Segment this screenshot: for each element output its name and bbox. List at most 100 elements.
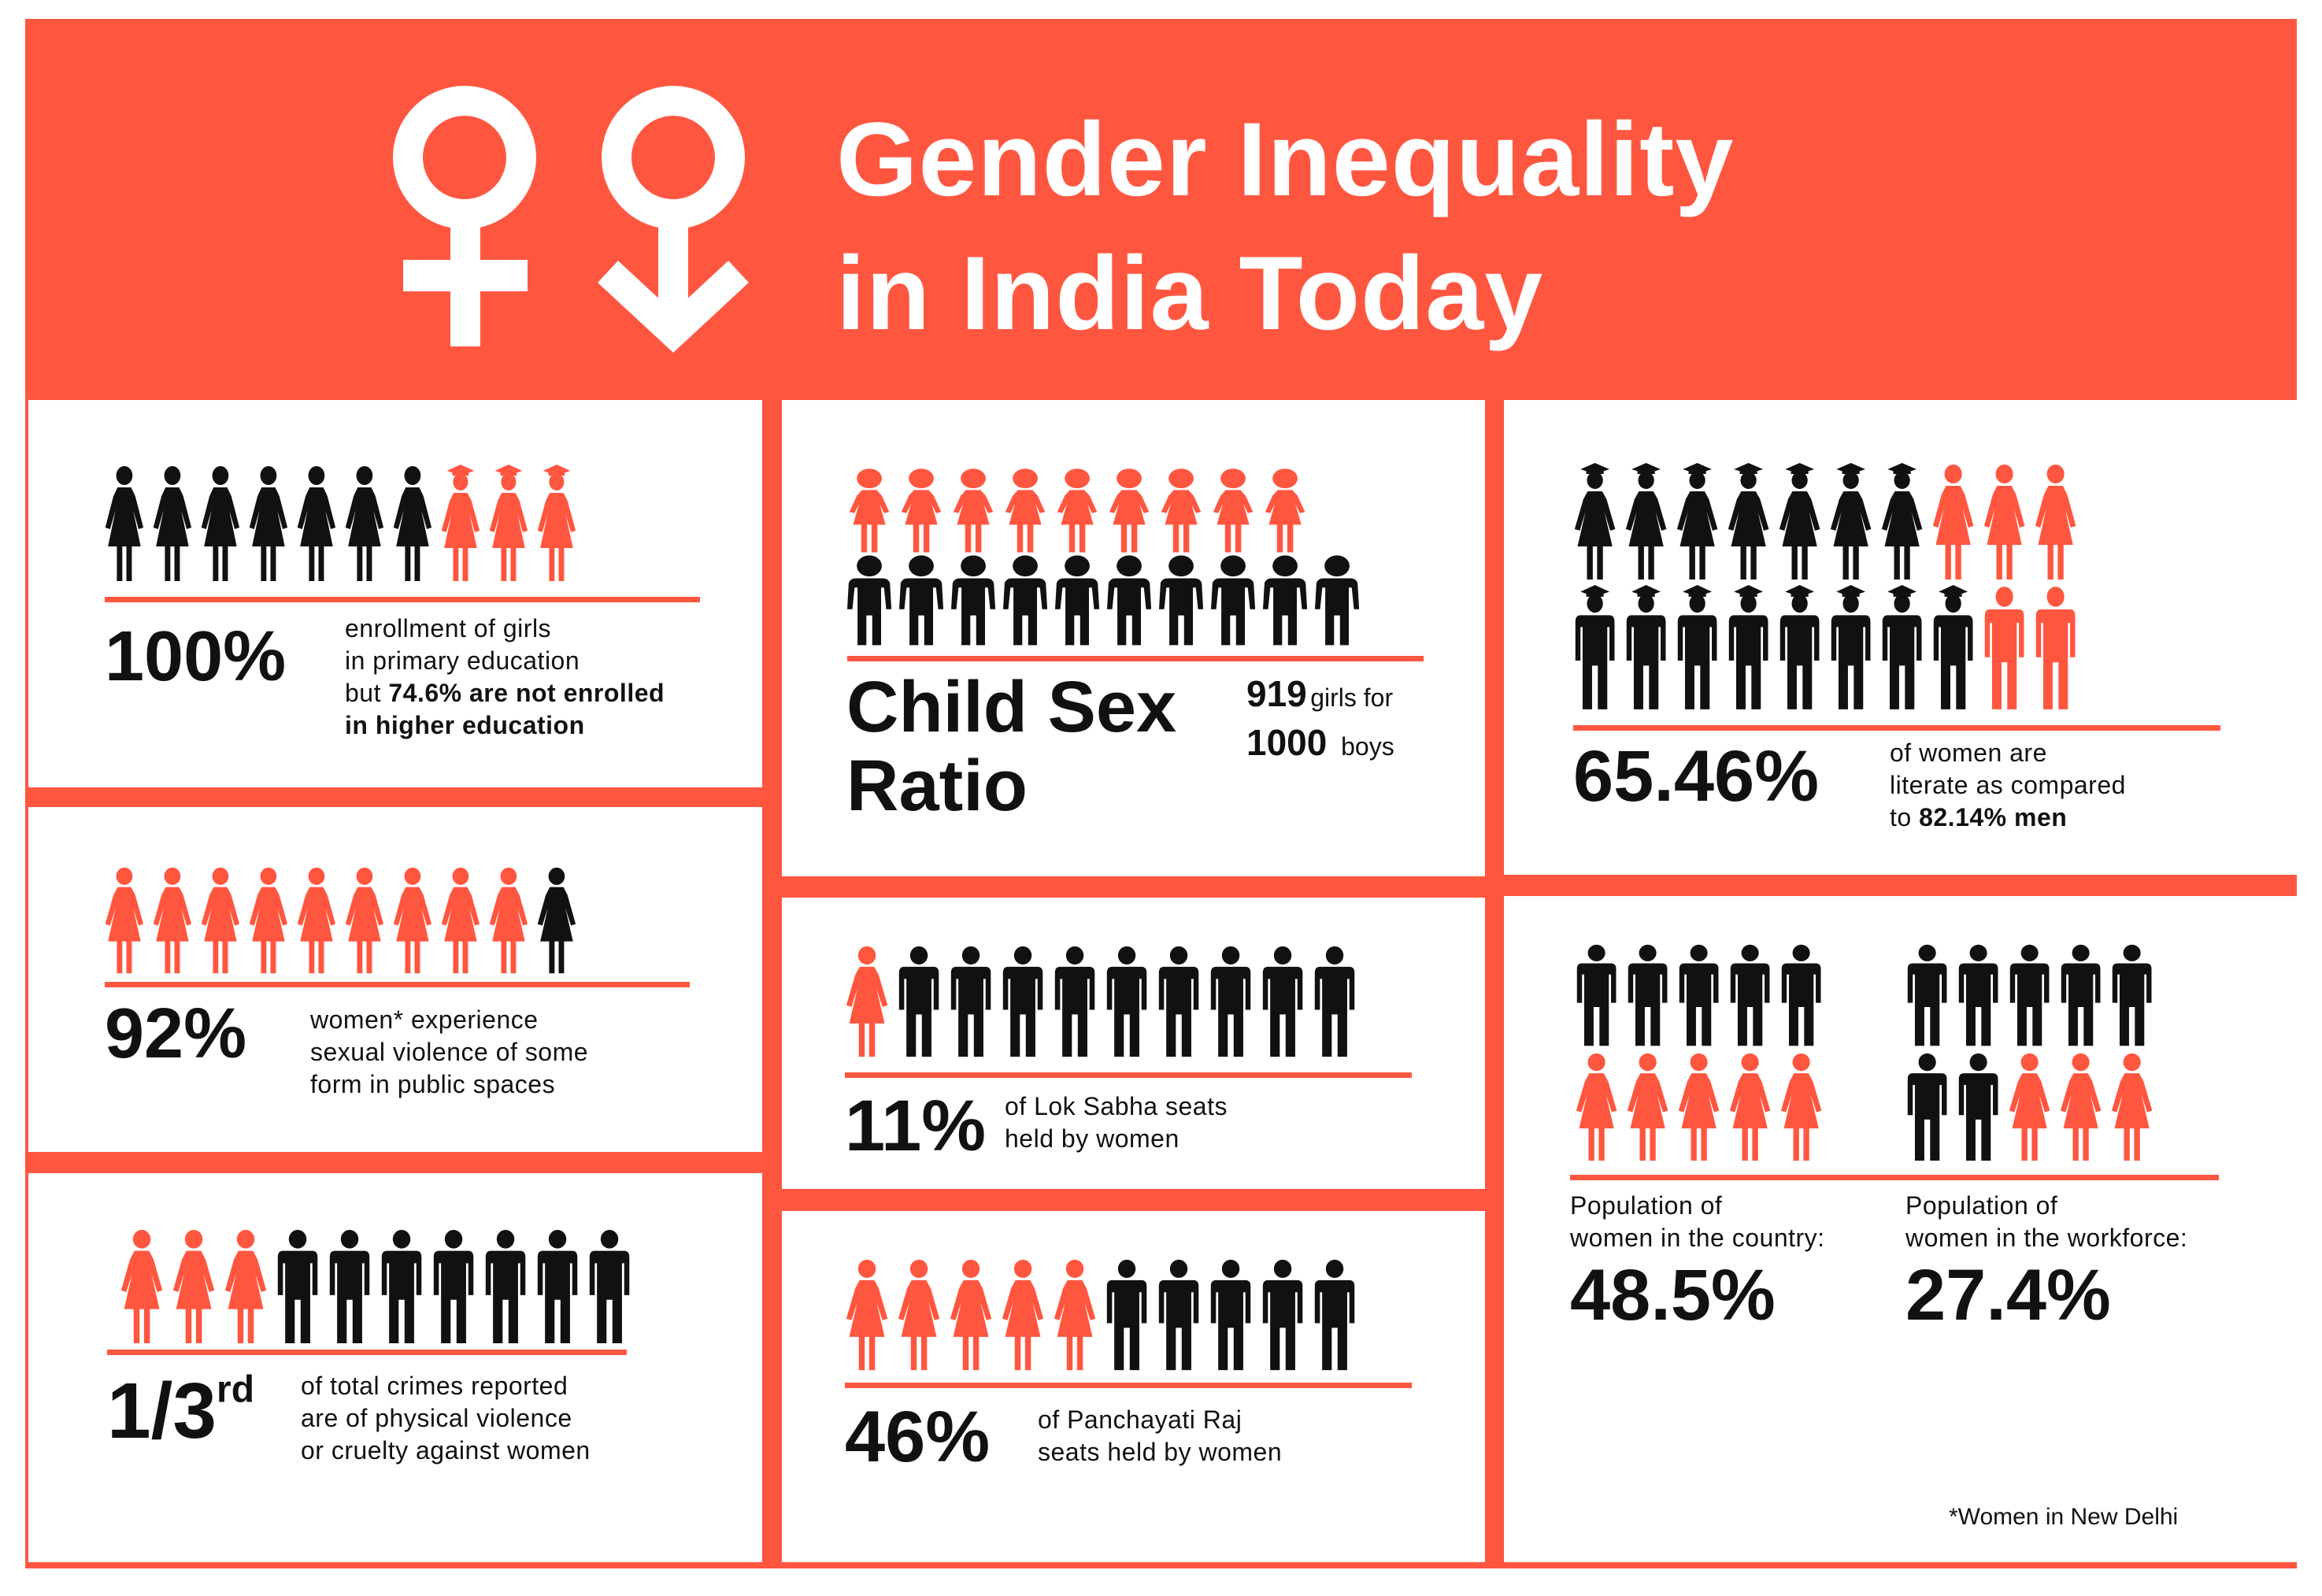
enrollment-line-3: but 74.6% are not enrolled	[345, 677, 665, 709]
child-girl-icon	[1213, 468, 1254, 553]
crimes-stat-sup: rd	[217, 1368, 255, 1411]
woman-icon	[153, 867, 192, 974]
woman-icon	[1002, 1259, 1044, 1371]
child-girl-icon	[1109, 468, 1150, 553]
woman-dark-icon	[201, 466, 240, 581]
enrollment-line-3-bold: 74.6% are not enrolled	[388, 679, 665, 707]
violence-panel: 92% women* experience sexual violence of…	[28, 807, 762, 1152]
woman-dark-icon	[393, 466, 432, 581]
enrollment-line-2: in primary education	[345, 646, 580, 675]
woman-icon	[172, 1229, 215, 1344]
footnote: *Women in New Delhi	[1949, 1504, 2179, 1530]
man-icon	[1210, 1259, 1251, 1371]
female-symbol-icon-cross	[403, 213, 528, 346]
violence-stat: 92%	[105, 994, 247, 1073]
man-red-icon	[1984, 587, 2024, 709]
man-icon	[589, 1229, 630, 1344]
panchayati-description: of Panchayati Raj seats held by women	[1038, 1404, 1282, 1468]
woman-icon	[2111, 1053, 2153, 1161]
graduate-woman-icon	[1728, 463, 1769, 580]
violence-line-1: women* experience	[310, 1005, 539, 1034]
girls-row: 919 girls for	[1246, 674, 1394, 723]
woman-icon	[1729, 1053, 1771, 1161]
man-icon	[1002, 946, 1043, 1057]
woman-icon	[950, 1259, 992, 1371]
literacy-panel: 65.46% of women are literate as compared…	[1504, 400, 2297, 875]
graduate-man-icon	[1626, 585, 1666, 709]
workforce-label-2: women in the workforce:	[1905, 1224, 2188, 1252]
crimes-stat: 1/3rd	[107, 1366, 254, 1457]
man-icon	[898, 946, 939, 1057]
woman-icon	[201, 867, 240, 974]
panchayati-rule	[845, 1383, 1412, 1388]
woman-icon	[489, 867, 528, 974]
woman-icon	[2009, 1053, 2050, 1161]
man-icon	[1158, 946, 1199, 1057]
lok-sabha-panel: 11% of Lok Sabha seats held by women	[782, 898, 1485, 1189]
woman-dark-icon	[249, 466, 288, 581]
man-icon	[2009, 944, 2050, 1046]
child-boy-icon	[899, 555, 944, 646]
man-icon	[1210, 946, 1251, 1057]
woman-icon	[345, 867, 384, 974]
child-boy-icon	[1107, 555, 1152, 646]
woman-icon	[1627, 1053, 1668, 1161]
woman-icon	[846, 946, 888, 1057]
enrollment-line-1: enrollment of girls	[345, 614, 552, 642]
violence-line-2: sexual violence of some	[310, 1038, 589, 1066]
woman-icon	[1678, 1053, 1720, 1161]
graduate-man-icon	[1677, 585, 1717, 709]
literacy-rule	[1573, 725, 2220, 731]
man-icon	[1158, 1259, 1199, 1371]
literacy-description: of women are literate as compared to 82.…	[1890, 737, 2126, 834]
graduate-man-icon	[1728, 585, 1768, 709]
child-girl-icon	[1057, 468, 1098, 553]
woman-dark-icon	[153, 466, 192, 581]
woman-icon	[1576, 1053, 1617, 1161]
panchayati-panel: 46% of Panchayati Raj seats held by wome…	[782, 1211, 1485, 1562]
child-sex-ratio-panel: Child Sex Ratio 919 girls for 1000 boys	[782, 400, 1485, 876]
woman-dark-icon	[537, 867, 576, 974]
woman-icon	[441, 867, 480, 974]
literacy-line-1: of women are	[1890, 739, 2047, 767]
woman-icon	[393, 867, 432, 974]
child-boy-icon	[1315, 555, 1360, 646]
country-label-1: Population of	[1570, 1191, 1723, 1220]
boys-text: boys	[1341, 732, 1394, 761]
child-boy-icon	[1055, 555, 1100, 646]
crimes-line-3: or cruelty against women	[301, 1436, 591, 1465]
crimes-line-1: of total crimes reported	[301, 1372, 568, 1400]
man-icon	[2112, 944, 2152, 1046]
man-icon	[1054, 946, 1095, 1057]
man-icon	[1106, 1259, 1147, 1371]
graduate-woman-icon	[537, 465, 576, 581]
man-icon	[1106, 946, 1147, 1057]
title-line-2: in India Today	[836, 235, 1544, 352]
literacy-line-3: to 82.14% men	[1890, 802, 2126, 834]
workforce-value: 27.4%	[1905, 1255, 2111, 1335]
woman-dark-icon	[297, 466, 336, 581]
man-icon	[1262, 1259, 1303, 1371]
woman-icon	[224, 1229, 267, 1344]
enrollment-stat: 100%	[105, 617, 287, 696]
boys-row: 1000 boys	[1246, 723, 1394, 772]
woman-icon	[2060, 1053, 2102, 1161]
woman-icon	[2035, 465, 2076, 580]
graduate-man-icon	[1933, 585, 1973, 709]
country-value: 48.5%	[1570, 1255, 1776, 1335]
literacy-line-3-bold: 82.14% men	[1919, 803, 2068, 831]
workforce-label-1: Population of	[1905, 1191, 2058, 1220]
man-icon	[381, 1229, 422, 1344]
woman-icon	[846, 1259, 888, 1371]
graduate-woman-icon	[1574, 463, 1616, 580]
lok-sabha-rule	[845, 1072, 1412, 1078]
man-icon	[1314, 1259, 1355, 1371]
female-symbol-arrow-down-icon	[598, 86, 749, 353]
man-icon	[1576, 944, 1617, 1046]
man-icon	[329, 1229, 370, 1344]
panchayati-line-2: seats held by women	[1038, 1438, 1283, 1466]
child-girl-icon	[849, 468, 890, 553]
child-girl-icon	[1005, 468, 1046, 553]
child-sex-ratio-label-2: Ratio	[846, 746, 1028, 826]
